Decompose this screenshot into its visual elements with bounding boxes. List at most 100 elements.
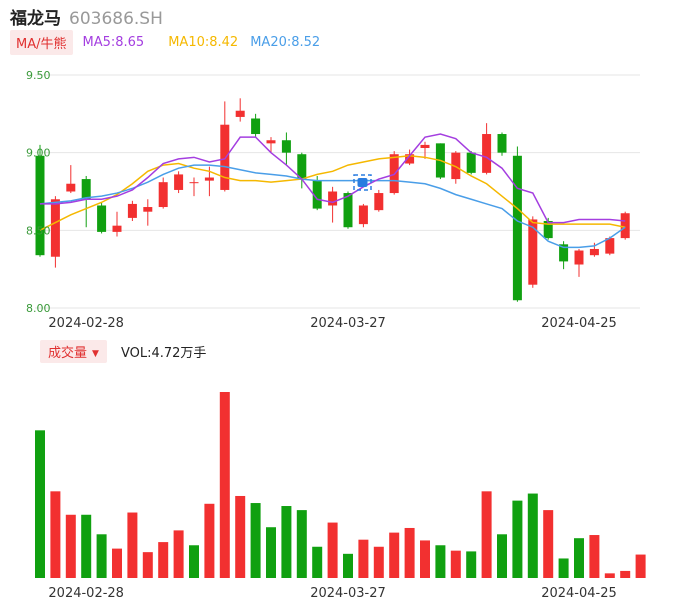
volume-bar bbox=[435, 545, 446, 578]
volume-bar bbox=[481, 491, 492, 578]
volume-bar bbox=[327, 522, 338, 578]
volume-bar bbox=[35, 430, 45, 578]
candle-body bbox=[158, 182, 168, 208]
candle-body bbox=[251, 118, 261, 135]
candle-body bbox=[343, 193, 353, 228]
volume-bar bbox=[558, 558, 569, 578]
ma10-label: MA10:8.42 bbox=[168, 34, 239, 50]
volume-bar bbox=[466, 551, 477, 578]
volume-bar bbox=[266, 527, 276, 578]
volume-value: VOL:4.72万手 bbox=[120, 345, 207, 361]
x-tick-label: 2024-02-28 bbox=[48, 586, 124, 601]
volume-bar bbox=[189, 545, 199, 578]
crosshair-marker[interactable] bbox=[353, 174, 372, 191]
candle-body bbox=[189, 182, 199, 184]
candle-body bbox=[405, 154, 415, 164]
candle-body bbox=[620, 213, 630, 239]
stock-code: 603686.SH bbox=[69, 9, 163, 29]
volume-bar bbox=[81, 514, 92, 578]
volume-bar bbox=[142, 552, 153, 578]
volume-bar bbox=[173, 530, 184, 578]
volume-indicator-label: 成交量 bbox=[48, 345, 88, 361]
ma20-label: MA20:8.52 bbox=[250, 34, 321, 50]
x-tick-label: 2024-04-25 bbox=[541, 316, 617, 331]
candle-body bbox=[574, 250, 584, 265]
candle-body bbox=[543, 221, 553, 239]
candle-body bbox=[281, 140, 291, 153]
candle-body bbox=[312, 180, 322, 209]
candle-body bbox=[235, 110, 245, 117]
volume-bar bbox=[50, 491, 61, 578]
y-tick-label: 8.50 bbox=[26, 224, 51, 237]
volume-indicator-select[interactable]: 成交量 ▼ bbox=[40, 339, 107, 363]
volume-legend: 成交量 ▼ VOL:4.72万手 bbox=[40, 339, 207, 363]
candle-body bbox=[174, 174, 184, 190]
volume-bar bbox=[604, 573, 615, 578]
candle-body bbox=[112, 225, 122, 232]
candle-body bbox=[50, 199, 60, 257]
candle-body bbox=[66, 183, 76, 192]
x-tick-label: 2024-03-27 bbox=[310, 316, 386, 331]
volume-bar bbox=[635, 554, 646, 578]
candle-body bbox=[328, 191, 338, 206]
volume-bar bbox=[389, 532, 400, 578]
volume-bar bbox=[312, 546, 323, 578]
price-grid bbox=[35, 74, 640, 309]
volume-bar bbox=[420, 540, 430, 578]
volume-bar bbox=[574, 538, 584, 578]
candle-body bbox=[127, 203, 137, 218]
candle-body bbox=[589, 248, 599, 256]
candle-body bbox=[220, 124, 230, 190]
y-tick-label: 9.50 bbox=[26, 69, 51, 82]
volume-bar bbox=[450, 550, 461, 578]
stock-header: 福龙马 603686.SH bbox=[10, 4, 163, 29]
volume-bar bbox=[65, 514, 76, 578]
volume-bar bbox=[204, 503, 215, 578]
candle-body bbox=[512, 155, 522, 301]
candle-body bbox=[266, 140, 276, 144]
candle-body bbox=[497, 134, 507, 153]
ma-lines bbox=[39, 133, 626, 249]
volume-bar bbox=[358, 539, 369, 578]
candlestick-series bbox=[35, 98, 630, 302]
volume-bar bbox=[96, 534, 107, 578]
volume-bar bbox=[497, 534, 507, 578]
volume-series bbox=[35, 392, 646, 578]
volume-bar bbox=[235, 495, 246, 578]
volume-bar bbox=[343, 553, 353, 578]
x-tick-label: 2024-02-28 bbox=[48, 316, 124, 331]
candle-body bbox=[97, 205, 107, 232]
volume-bar bbox=[281, 506, 292, 578]
volume-bar bbox=[373, 546, 384, 578]
volume-bar bbox=[158, 542, 169, 578]
ma10-line bbox=[39, 155, 626, 232]
price-axis: 9.50 9.00 8.50 8.00 bbox=[26, 69, 51, 315]
candle-body bbox=[81, 179, 91, 200]
candle-body bbox=[204, 177, 214, 181]
volume-bar bbox=[512, 500, 523, 578]
ma-toggle-button[interactable]: MA/牛熊 bbox=[10, 29, 73, 55]
crosshair-icon bbox=[357, 178, 368, 187]
candle-body bbox=[358, 205, 368, 225]
volume-bar bbox=[589, 535, 600, 578]
volume-bar bbox=[404, 527, 415, 578]
y-tick-label: 9.00 bbox=[26, 147, 51, 160]
candle-body bbox=[466, 152, 476, 173]
candle-body bbox=[35, 155, 45, 256]
volume-bar bbox=[127, 512, 138, 578]
price-date-axis: 2024-02-28 2024-03-27 2024-04-25 bbox=[48, 316, 616, 331]
x-tick-label: 2024-04-25 bbox=[541, 586, 617, 601]
stock-name: 福龙马 bbox=[10, 9, 61, 29]
candle-body bbox=[143, 207, 153, 212]
volume-date-axis: 2024-02-28 2024-03-27 2024-04-25 bbox=[48, 586, 616, 601]
candle-body bbox=[528, 219, 538, 285]
volume-bar bbox=[112, 548, 122, 578]
volume-bar bbox=[219, 392, 230, 578]
caret-down-icon: ▼ bbox=[92, 348, 99, 359]
ma5-line bbox=[40, 133, 626, 224]
x-tick-label: 2024-03-27 bbox=[310, 586, 386, 601]
volume-bar bbox=[527, 493, 538, 578]
candle-body bbox=[482, 134, 492, 173]
candle-body bbox=[297, 154, 307, 180]
